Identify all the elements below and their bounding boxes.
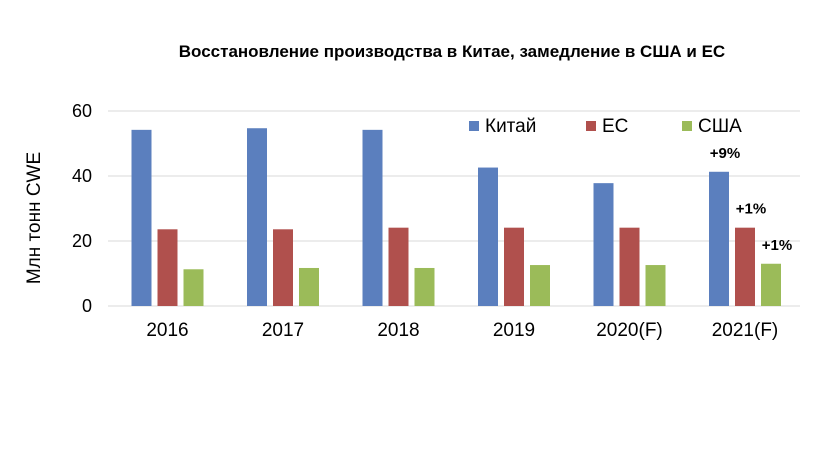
bar [183, 269, 204, 306]
legend-label: ЕС [602, 116, 628, 137]
x-tick-labels: 2016 2017 2018 2019 2020(F) 2021(F) [146, 320, 778, 341]
x-tick-label: 2020(F) [596, 320, 663, 341]
gridlines [108, 110, 800, 307]
bar [593, 183, 614, 306]
bar [645, 265, 666, 306]
y-axis-label: Млн тонн CWE [24, 152, 45, 284]
legend-swatch [682, 121, 692, 131]
x-tick-label: 2019 [493, 320, 535, 341]
y-tick-label: 20 [72, 231, 92, 251]
bar [619, 227, 640, 306]
bar [273, 229, 293, 306]
bar [761, 263, 781, 306]
data-annotation: +9% [710, 145, 740, 162]
bar [478, 167, 498, 306]
x-tick-label: 2018 [377, 320, 419, 341]
x-tick-label: 2017 [262, 320, 304, 341]
legend: Китай ЕС США [469, 116, 742, 137]
bar [362, 129, 383, 306]
y-tick-label: 0 [82, 296, 92, 316]
bar [735, 227, 755, 306]
bar [504, 227, 524, 306]
bar [157, 229, 178, 306]
data-annotation: +1% [762, 237, 792, 254]
bar [709, 171, 729, 306]
legend-label: США [698, 116, 742, 137]
legend-swatch [469, 121, 479, 131]
y-tick-labels: 0 20 40 60 [72, 101, 92, 316]
legend-label: Китай [485, 116, 536, 137]
legend-swatch [586, 121, 596, 131]
x-tick-label: 2021(F) [712, 320, 779, 341]
bar [299, 267, 319, 306]
bars [131, 128, 781, 306]
bar [530, 265, 550, 306]
x-tick-label: 2016 [146, 320, 188, 341]
data-annotation: +1% [736, 201, 766, 218]
bar [388, 227, 409, 306]
bar [247, 128, 267, 306]
chart-title: Восстановление производства в Китае, зам… [179, 42, 725, 61]
bar [414, 267, 435, 306]
y-tick-label: 60 [72, 101, 92, 121]
y-tick-label: 40 [72, 166, 92, 186]
annotations: +9% +1% +1% [710, 145, 792, 254]
bar [131, 129, 152, 306]
